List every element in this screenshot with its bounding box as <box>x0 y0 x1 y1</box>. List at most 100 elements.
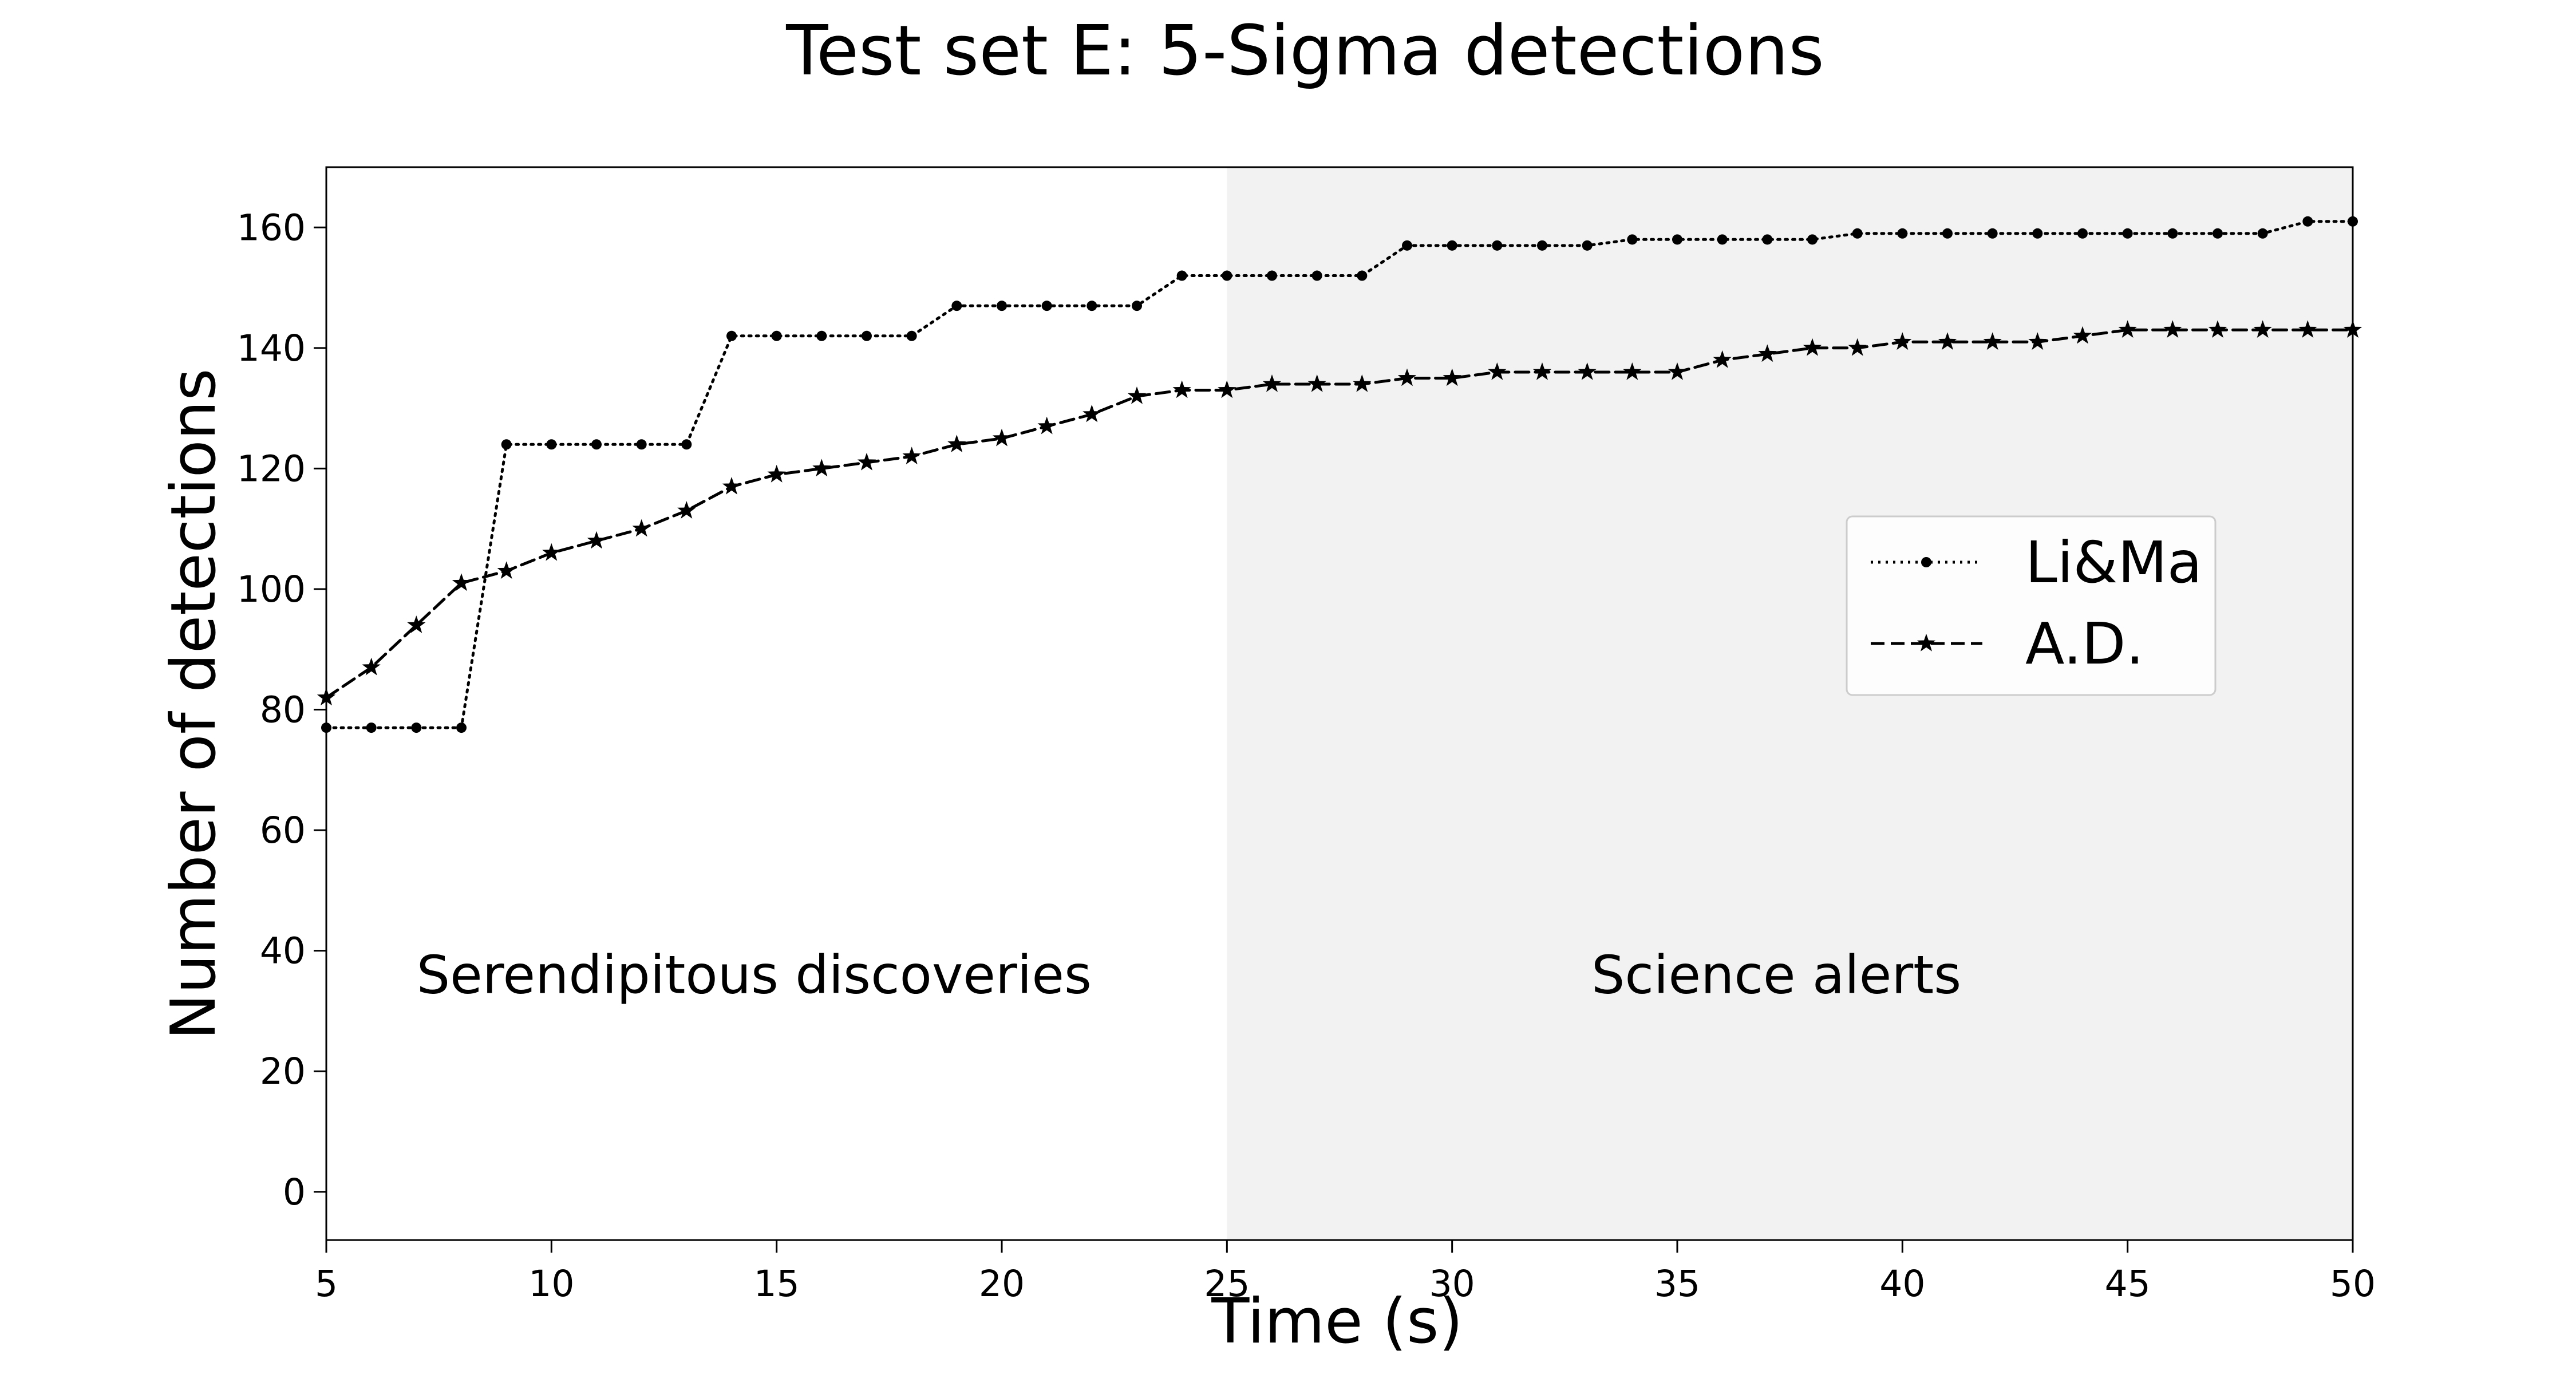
x-tick-label: 45 <box>2105 1263 2151 1305</box>
data-point <box>1803 338 1822 356</box>
data-point <box>1262 374 1282 392</box>
x-tick-label: 35 <box>1654 1263 1700 1305</box>
data-point <box>1402 240 1412 251</box>
data-point <box>497 561 516 579</box>
data-point <box>1397 368 1417 386</box>
data-point <box>1668 362 1687 380</box>
data-point <box>2257 228 2268 239</box>
data-point <box>1172 380 1191 398</box>
data-point <box>1492 240 1503 251</box>
region-label-0: Serendipitous discoveries <box>417 944 1092 1005</box>
data-point <box>1267 270 1277 281</box>
data-point <box>2028 332 2047 350</box>
legend-label-ad: A.D. <box>2025 610 2144 677</box>
data-point <box>1983 332 2002 350</box>
data-point <box>1987 228 1998 239</box>
data-point <box>2298 320 2317 338</box>
data-point <box>681 439 692 450</box>
data-point <box>1537 240 1547 251</box>
data-point <box>411 722 422 733</box>
data-point <box>1132 301 1142 311</box>
data-point <box>767 464 786 483</box>
data-point <box>1447 240 1457 251</box>
data-point <box>1672 234 1682 245</box>
data-point <box>1713 350 1732 368</box>
y-tick-label: 20 <box>260 1051 306 1092</box>
data-point <box>1848 338 1867 356</box>
data-point <box>587 531 606 549</box>
data-point <box>1532 362 1552 380</box>
data-point <box>947 435 966 452</box>
data-point <box>2122 228 2133 239</box>
data-point <box>542 543 561 561</box>
y-tick-label: 80 <box>260 689 306 731</box>
data-point <box>2302 216 2313 227</box>
y-tick-label: 100 <box>237 568 306 610</box>
series-layer <box>317 216 2362 733</box>
data-point <box>1037 416 1056 435</box>
data-point <box>1307 374 1326 392</box>
y-tick-label: 40 <box>260 930 306 972</box>
data-point <box>1086 301 1097 311</box>
data-point <box>951 301 962 311</box>
data-point <box>906 330 917 341</box>
data-point <box>1488 362 1507 380</box>
y-tick-label: 140 <box>237 327 306 369</box>
series-line <box>325 220 2354 729</box>
x-tick-label: 40 <box>1879 1263 1925 1305</box>
data-point <box>726 330 737 341</box>
data-point <box>2118 320 2137 338</box>
data-point <box>366 722 377 733</box>
data-point <box>1443 368 1461 386</box>
data-point <box>362 657 381 676</box>
data-point <box>632 519 651 537</box>
data-point <box>1218 380 1236 398</box>
y-tick-label: 120 <box>237 448 306 489</box>
data-point <box>2253 320 2272 338</box>
data-point <box>546 439 557 450</box>
region-labels: Serendipitous discoveries Science alerts <box>417 944 1961 1005</box>
region-label-1: Science alerts <box>1591 944 1961 1005</box>
data-point <box>501 439 512 450</box>
x-tick-label: 5 <box>315 1263 338 1305</box>
series-line <box>325 328 2354 699</box>
data-point <box>452 573 471 591</box>
science-alerts-region <box>1227 167 2353 1240</box>
data-point <box>1762 234 1773 245</box>
legend-label-lima: Li&Ma <box>2025 529 2202 596</box>
y-tick-label: 0 <box>283 1171 306 1213</box>
data-point <box>2163 320 2182 338</box>
data-point <box>2208 320 2227 338</box>
data-point <box>997 301 1007 311</box>
x-tick-label: 30 <box>1429 1263 1475 1305</box>
data-point <box>812 459 831 477</box>
data-point <box>1942 228 1953 239</box>
series-0 <box>321 216 2358 733</box>
data-point <box>1627 234 1638 245</box>
data-point <box>1893 332 1912 350</box>
data-point <box>407 615 426 633</box>
data-point <box>1176 270 1187 281</box>
data-point <box>1353 374 1372 392</box>
y-axis-label: Number of detections <box>158 369 230 1040</box>
x-tick-label: 20 <box>979 1263 1025 1305</box>
data-point <box>2167 228 2178 239</box>
data-point <box>771 330 782 341</box>
data-point <box>1041 301 1052 311</box>
data-point <box>1852 228 1863 239</box>
data-point <box>857 452 876 471</box>
x-axis-label: Time (s) <box>1211 1286 1463 1357</box>
y-tick-label: 60 <box>260 810 306 851</box>
data-point <box>2032 228 2043 239</box>
data-point <box>2073 326 2092 344</box>
data-point <box>1807 234 1818 245</box>
plot-frame <box>325 166 2354 1241</box>
data-point <box>456 722 467 733</box>
data-point <box>1938 332 1957 350</box>
data-point <box>722 477 741 495</box>
y-tick-label: 160 <box>237 207 306 248</box>
data-point <box>1758 344 1777 362</box>
x-tick-label: 15 <box>754 1263 800 1305</box>
data-point <box>1127 386 1147 404</box>
